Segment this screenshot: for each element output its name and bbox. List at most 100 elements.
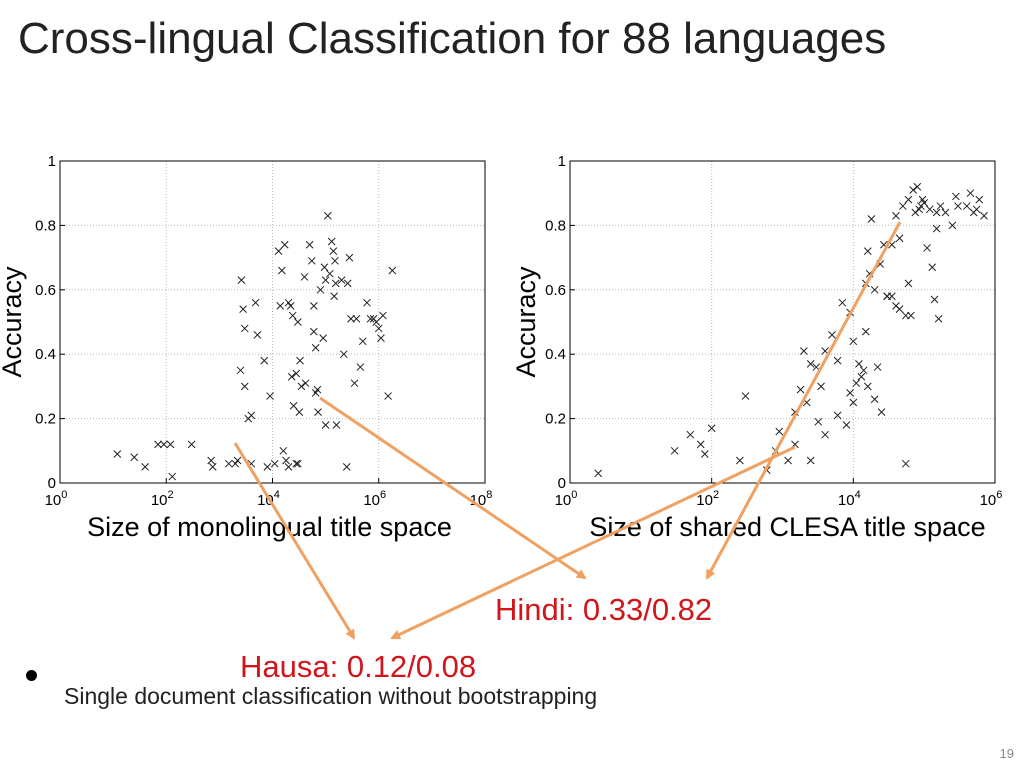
x-axis-label: Size of monolingual title space xyxy=(87,512,452,542)
scatter-point xyxy=(898,202,907,210)
scatter-point xyxy=(846,388,854,397)
scatter-point xyxy=(307,256,316,265)
scatter-point xyxy=(594,469,603,478)
scatter-point xyxy=(877,408,886,417)
scatter-point xyxy=(297,382,306,391)
scatter-point xyxy=(187,440,196,449)
scatter-point xyxy=(293,459,302,468)
page-number: 19 xyxy=(999,746,1014,761)
scatter-point xyxy=(980,211,988,220)
scatter-point xyxy=(279,446,288,455)
y-tick-label: 0.8 xyxy=(545,217,566,234)
scatter-point xyxy=(941,208,950,217)
scatter-point xyxy=(320,263,329,272)
scatter-point xyxy=(855,360,863,368)
scatter-point xyxy=(208,463,217,471)
scatter-point xyxy=(934,314,943,323)
scatter-point xyxy=(278,266,286,275)
scatter-point xyxy=(888,292,896,301)
y-axis-label: Accuracy xyxy=(0,266,27,378)
x-tick-label: 108 xyxy=(470,489,493,509)
scatter-point xyxy=(231,459,240,468)
scatter-point xyxy=(833,411,842,420)
hausa-arrow-right xyxy=(390,445,796,640)
scatter-point xyxy=(852,379,861,388)
scatter-point xyxy=(861,327,870,336)
hindi-annotation: Hindi: 0.33/0.82 xyxy=(495,592,713,627)
scatter-point xyxy=(323,211,332,220)
scatter-point xyxy=(251,298,260,307)
scatter-point xyxy=(784,456,792,465)
scatter-point xyxy=(343,279,352,288)
scatter-point xyxy=(311,343,320,352)
y-tick-label: 0.4 xyxy=(545,346,566,363)
slide-title: Cross-lingual Classification for 88 lang… xyxy=(18,14,887,63)
scatter-point xyxy=(159,440,168,449)
scatter-point xyxy=(286,302,295,310)
scatter-point xyxy=(962,202,971,210)
scatter-point xyxy=(857,372,866,381)
scatter-point xyxy=(867,215,876,223)
scatter-point xyxy=(166,440,175,449)
scatter-point xyxy=(775,427,784,436)
scatter-point xyxy=(806,360,815,368)
scatter-point xyxy=(352,314,361,323)
scatter-point xyxy=(954,202,962,210)
hindi-arrow-left xyxy=(319,396,587,580)
scatter-point xyxy=(293,318,302,326)
scatter-point xyxy=(321,276,330,284)
x-axis-label: Size of shared CLESA title space xyxy=(589,512,985,542)
x-tick-label: 104 xyxy=(838,489,861,509)
scatter-point xyxy=(904,195,913,204)
scatter-point xyxy=(233,456,242,465)
bullet-icon xyxy=(26,670,37,681)
scatter-point xyxy=(321,421,330,429)
scatter-point xyxy=(904,279,913,288)
y-tick-label: 0.4 xyxy=(35,346,56,363)
scatter-point xyxy=(154,440,162,449)
scatter-point xyxy=(239,305,247,313)
scatter-point xyxy=(741,392,750,400)
y-tick-label: 0.2 xyxy=(35,411,56,428)
scatter-point xyxy=(237,276,246,284)
scatter-point xyxy=(345,253,354,262)
scatter-point xyxy=(313,385,322,394)
scatter-point xyxy=(828,331,836,339)
scatter-point xyxy=(284,298,293,307)
scatter-point xyxy=(928,263,937,272)
y-tick-label: 0 xyxy=(48,475,56,492)
scatter-point xyxy=(859,366,868,375)
scatter-point xyxy=(280,240,289,249)
scatter-point xyxy=(284,463,293,471)
scatter-point xyxy=(358,337,367,346)
scatter-point xyxy=(350,379,359,388)
x-tick-label: 102 xyxy=(151,489,174,509)
plot-frame xyxy=(569,160,996,484)
scatter-point xyxy=(266,392,274,400)
y-tick-label: 1 xyxy=(48,153,56,170)
scatter-point xyxy=(260,356,269,365)
scatter-point xyxy=(331,256,339,265)
scatter-point xyxy=(838,298,847,307)
scatter-point xyxy=(972,205,981,214)
scatter-point xyxy=(849,398,858,407)
hausa-arrow-left xyxy=(233,442,356,640)
scatter-point xyxy=(347,314,355,323)
scatter-point xyxy=(895,305,904,313)
scatter-point xyxy=(388,266,397,275)
scatter-point xyxy=(276,302,285,310)
scatter-point xyxy=(224,459,233,468)
scatter-point xyxy=(909,186,918,194)
scatter-point xyxy=(325,269,334,278)
scatter-point xyxy=(240,324,249,333)
scatter-point xyxy=(374,324,383,333)
x-tick-label: 106 xyxy=(980,489,1003,509)
scatter-point xyxy=(287,372,296,381)
scatter-point xyxy=(895,234,904,243)
x-tick-label: 102 xyxy=(696,489,719,509)
scatter-point xyxy=(966,189,975,198)
scatter-point xyxy=(796,385,805,394)
scatter-point xyxy=(700,450,709,458)
scatter-point xyxy=(686,430,695,439)
